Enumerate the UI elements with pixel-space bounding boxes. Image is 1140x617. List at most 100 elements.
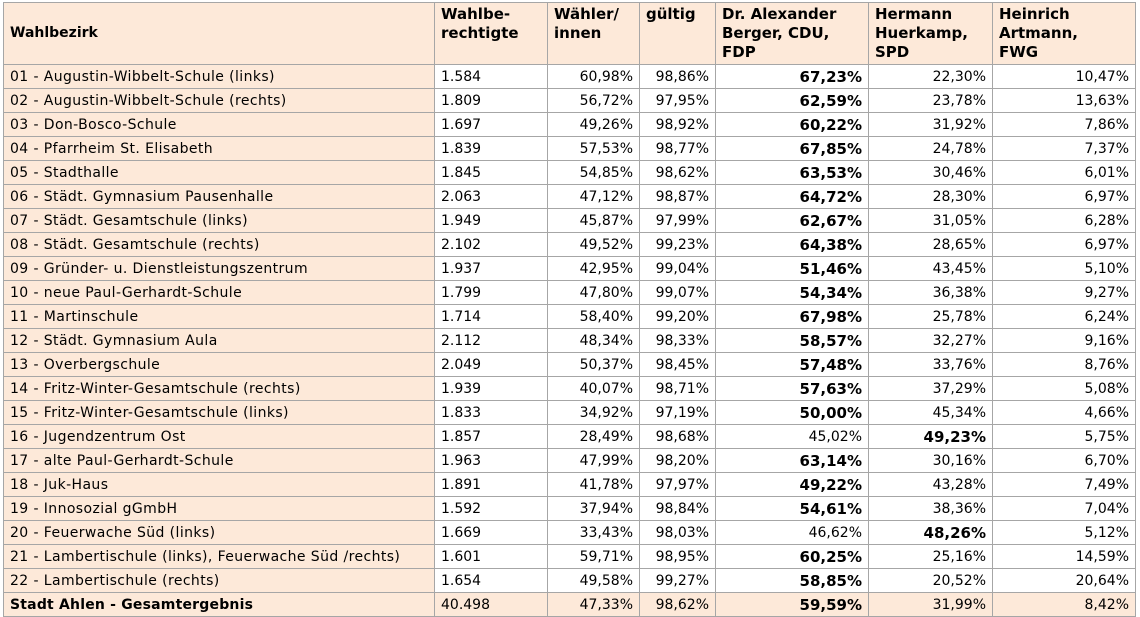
table-row: 22 - Lambertischule (rechts) 1.654 49,58% 9…	[3, 568, 1136, 593]
header-gueltig: gültig	[639, 2, 716, 65]
berger-cell: 67,23%	[715, 64, 869, 89]
huerkamp-cell: 28,65%	[868, 232, 993, 257]
gueltig-cell: 99,20%	[639, 304, 716, 329]
artmann-cell: 8,42%	[992, 592, 1136, 617]
berger-cell: 63,53%	[715, 160, 869, 185]
huerkamp-cell: 25,78%	[868, 304, 993, 329]
berger-cell: 59,59%	[715, 592, 869, 617]
wahlberechtigte-cell: 1.601	[434, 544, 548, 569]
district-name-cell: 05 - Stadthalle	[3, 160, 435, 185]
waehler-cell: 49,52%	[547, 232, 640, 257]
wahlberechtigte-cell: 2.063	[434, 184, 548, 209]
gueltig-cell: 99,23%	[639, 232, 716, 257]
district-name-cell: 12 - Städt. Gymnasium Aula	[3, 328, 435, 353]
berger-cell: 62,67%	[715, 208, 869, 233]
waehler-cell: 41,78%	[547, 472, 640, 497]
district-name-cell: 10 - neue Paul-Gerhardt-Schule	[3, 280, 435, 305]
waehler-cell: 40,07%	[547, 376, 640, 401]
district-name-cell: 17 - alte Paul-Gerhardt-Schule	[3, 448, 435, 473]
huerkamp-cell: 28,30%	[868, 184, 993, 209]
huerkamp-cell: 37,29%	[868, 376, 993, 401]
table-row: 15 - Fritz-Winter-Gesamtschule (links) 1.…	[3, 400, 1136, 425]
artmann-cell: 6,97%	[992, 232, 1136, 257]
wahlberechtigte-cell: 1.669	[434, 520, 548, 545]
wahlberechtigte-cell: 40.498	[434, 592, 548, 617]
wahlberechtigte-cell: 2.049	[434, 352, 548, 377]
berger-cell: 67,85%	[715, 136, 869, 161]
huerkamp-cell: 24,78%	[868, 136, 993, 161]
wahlberechtigte-cell: 1.891	[434, 472, 548, 497]
waehler-cell: 47,99%	[547, 448, 640, 473]
artmann-cell: 7,04%	[992, 496, 1136, 521]
berger-cell: 60,25%	[715, 544, 869, 569]
huerkamp-cell: 31,92%	[868, 112, 993, 137]
waehler-cell: 45,87%	[547, 208, 640, 233]
huerkamp-cell: 38,36%	[868, 496, 993, 521]
table-row: 13 - Overbergschule 2.049 50,37% 98,45% 57,4…	[3, 352, 1136, 377]
wahlberechtigte-cell: 1.714	[434, 304, 548, 329]
artmann-cell: 7,37%	[992, 136, 1136, 161]
table-row: 16 - Jugendzentrum Ost 1.857 28,49% 98,68% 4…	[3, 424, 1136, 449]
wahlberechtigte-cell: 1.845	[434, 160, 548, 185]
total-row: Stadt Ahlen - Gesamtergebnis 40.498 47,33%…	[3, 592, 1136, 617]
waehler-cell: 54,85%	[547, 160, 640, 185]
district-name-cell: 16 - Jugendzentrum Ost	[3, 424, 435, 449]
waehler-cell: 49,58%	[547, 568, 640, 593]
gueltig-cell: 97,99%	[639, 208, 716, 233]
huerkamp-cell: 48,26%	[868, 520, 993, 545]
wahlberechtigte-cell: 1.839	[434, 136, 548, 161]
artmann-cell: 5,08%	[992, 376, 1136, 401]
gueltig-cell: 99,27%	[639, 568, 716, 593]
table-row: 19 - Innosozial gGmbH 1.592 37,94% 98,84% 54…	[3, 496, 1136, 521]
table-row: 18 - Juk-Haus 1.891 41,78% 97,97% 49,22% 43,2…	[3, 472, 1136, 497]
artmann-cell: 14,59%	[992, 544, 1136, 569]
election-results-table: Wahlbezirk Wahlbe- rechtigte Wähler/ inn…	[3, 2, 1136, 617]
gueltig-cell: 98,33%	[639, 328, 716, 353]
waehler-cell: 42,95%	[547, 256, 640, 281]
table-row: 21 - Lambertischule (links), Feuerwache …	[3, 544, 1136, 569]
waehler-cell: 37,94%	[547, 496, 640, 521]
artmann-cell: 7,49%	[992, 472, 1136, 497]
huerkamp-cell: 32,27%	[868, 328, 993, 353]
gueltig-cell: 97,97%	[639, 472, 716, 497]
waehler-cell: 49,26%	[547, 112, 640, 137]
artmann-cell: 7,86%	[992, 112, 1136, 137]
district-name-cell: 06 - Städt. Gymnasium Pausenhalle	[3, 184, 435, 209]
wahlberechtigte-cell: 1.654	[434, 568, 548, 593]
artmann-cell: 5,12%	[992, 520, 1136, 545]
district-name-cell: 03 - Don-Bosco-Schule	[3, 112, 435, 137]
berger-cell: 51,46%	[715, 256, 869, 281]
table-row: 09 - Gründer- u. Dienstleistungszentrum 1…	[3, 256, 1136, 281]
district-name-cell: 09 - Gründer- u. Dienstleistungszentrum	[3, 256, 435, 281]
gueltig-cell: 99,07%	[639, 280, 716, 305]
district-name-cell: 07 - Städt. Gesamtschule (links)	[3, 208, 435, 233]
huerkamp-cell: 49,23%	[868, 424, 993, 449]
huerkamp-cell: 20,52%	[868, 568, 993, 593]
waehler-cell: 59,71%	[547, 544, 640, 569]
berger-cell: 58,85%	[715, 568, 869, 593]
huerkamp-cell: 45,34%	[868, 400, 993, 425]
berger-cell: 50,00%	[715, 400, 869, 425]
gueltig-cell: 98,45%	[639, 352, 716, 377]
gueltig-cell: 98,92%	[639, 112, 716, 137]
district-name-cell: 21 - Lambertischule (links), Feuerwache …	[3, 544, 435, 569]
district-name-cell: 04 - Pfarrheim St. Elisabeth	[3, 136, 435, 161]
wahlberechtigte-cell: 1.592	[434, 496, 548, 521]
district-name-cell: 19 - Innosozial gGmbH	[3, 496, 435, 521]
district-name-cell: 15 - Fritz-Winter-Gesamtschule (links)	[3, 400, 435, 425]
berger-cell: 54,61%	[715, 496, 869, 521]
district-name-cell: 01 - Augustin-Wibbelt-Schule (links)	[3, 64, 435, 89]
artmann-cell: 20,64%	[992, 568, 1136, 593]
table-row: 14 - Fritz-Winter-Gesamtschule (rechts) 1…	[3, 376, 1136, 401]
berger-cell: 62,59%	[715, 88, 869, 113]
wahlberechtigte-cell: 1.799	[434, 280, 548, 305]
district-name-cell: 02 - Augustin-Wibbelt-Schule (rechts)	[3, 88, 435, 113]
waehler-cell: 47,33%	[547, 592, 640, 617]
huerkamp-cell: 30,16%	[868, 448, 993, 473]
gueltig-cell: 98,71%	[639, 376, 716, 401]
gueltig-cell: 99,04%	[639, 256, 716, 281]
wahlberechtigte-cell: 2.112	[434, 328, 548, 353]
berger-cell: 54,34%	[715, 280, 869, 305]
gueltig-cell: 98,03%	[639, 520, 716, 545]
gueltig-cell: 98,68%	[639, 424, 716, 449]
